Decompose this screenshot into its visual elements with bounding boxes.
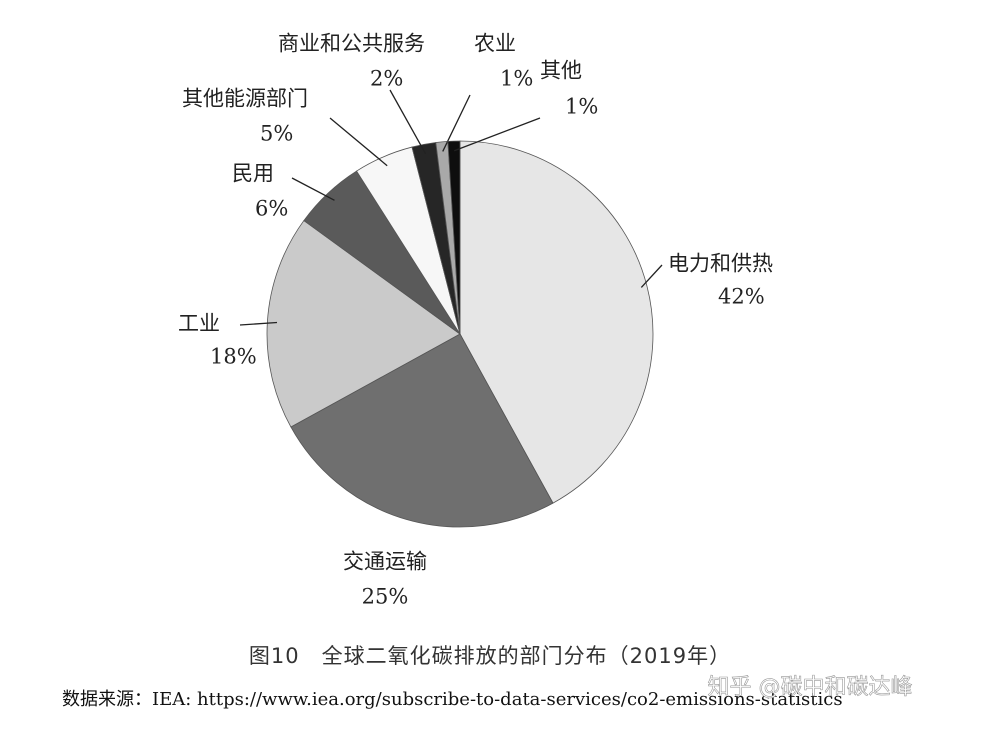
value-label: 5%	[260, 122, 293, 146]
pie-slice	[459, 140, 654, 504]
category-label: 电力和供热	[668, 252, 773, 276]
leader-line	[239, 321, 278, 326]
leader-line	[291, 177, 335, 201]
category-label: 农业	[474, 32, 516, 56]
value-label: 1%	[500, 67, 533, 91]
pie-slice	[266, 219, 461, 428]
leader-line	[389, 89, 427, 155]
category-label: 其他	[540, 59, 582, 83]
value-label: 1%	[565, 95, 598, 119]
value-label: 6%	[255, 197, 288, 221]
leader-line	[329, 117, 388, 167]
watermark: 知乎 @碳中和碳达峰	[708, 675, 913, 700]
chart-title: 图10 全球二氧化碳排放的部门分布（2019年）	[249, 644, 731, 668]
category-label: 交通运输	[343, 550, 427, 574]
category-label: 其他能源部门	[182, 87, 308, 111]
pie-slice	[290, 333, 554, 528]
leader-line	[442, 94, 471, 152]
value-label: 2%	[370, 67, 403, 91]
pie-slice	[447, 140, 461, 335]
category-label: 民用	[232, 162, 274, 186]
source: 数据来源：IEA: https://www.iea.org/subscribe-…	[62, 689, 843, 710]
value-label: 25%	[362, 585, 409, 609]
value-label: 18%	[210, 345, 257, 369]
category-label: 商业和公共服务	[278, 32, 425, 56]
category-label: 工业	[178, 312, 220, 336]
leader-line	[640, 264, 663, 288]
leader-line	[454, 117, 541, 152]
value-label: 42%	[718, 285, 765, 309]
